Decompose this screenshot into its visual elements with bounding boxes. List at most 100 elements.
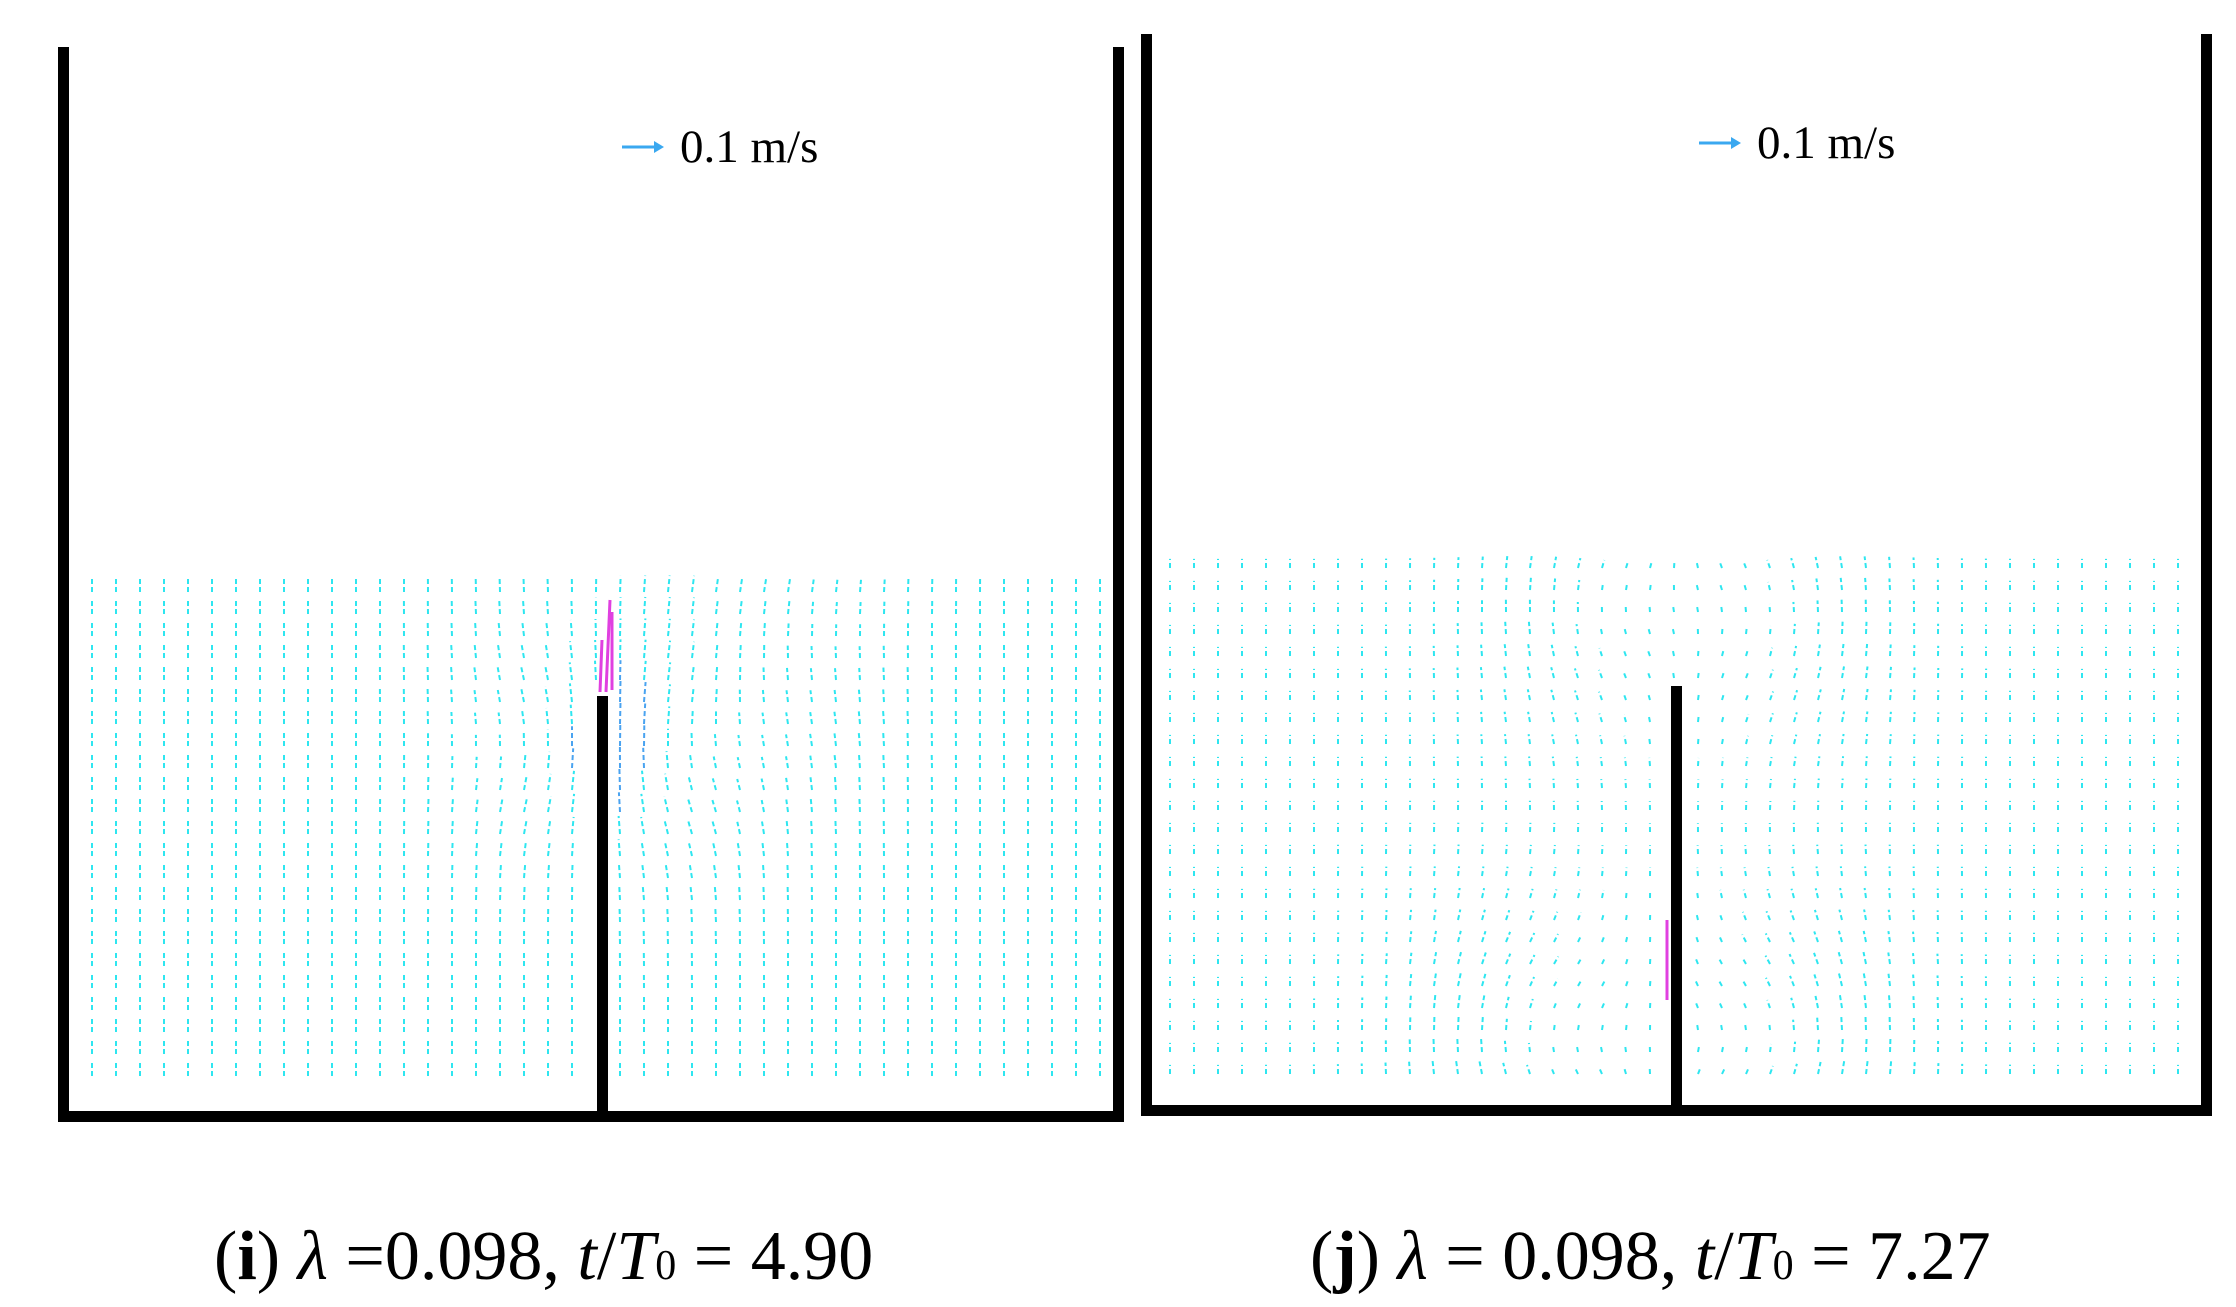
velocity-vector xyxy=(643,682,647,703)
velocity-vector xyxy=(1457,994,1461,1009)
velocity-vector xyxy=(906,710,909,725)
velocity-vector xyxy=(569,704,573,725)
velocity-vector xyxy=(1790,557,1795,569)
velocity-vector xyxy=(475,756,478,769)
velocity-vector xyxy=(1717,957,1723,965)
velocity-vector xyxy=(1550,644,1555,657)
velocity-vector xyxy=(761,842,765,857)
panel-caption: (j) λ = 0.098, t/T0 = 7.27 xyxy=(1310,1218,1991,1295)
velocity-vector xyxy=(1889,666,1892,679)
velocity-vector xyxy=(785,734,789,747)
velocity-vector xyxy=(882,667,885,681)
velocity-vector xyxy=(1889,689,1892,701)
velocity-vector xyxy=(427,798,430,813)
velocity-vector xyxy=(712,842,717,857)
velocity-vector xyxy=(1528,756,1531,767)
velocity-vector xyxy=(1768,844,1771,855)
velocity-vector xyxy=(1551,734,1555,745)
velocity-vector xyxy=(714,907,717,923)
velocity-vector xyxy=(1889,734,1892,745)
velocity-vector xyxy=(569,619,573,637)
velocity-vector xyxy=(1718,980,1723,987)
velocity-vector xyxy=(1865,688,1869,701)
velocity-vector xyxy=(762,667,765,681)
velocity-vector xyxy=(1793,756,1797,767)
velocity-vector xyxy=(1505,909,1511,921)
velocity-vector xyxy=(1817,644,1821,657)
velocity-field xyxy=(1169,555,2179,1075)
velocity-vector xyxy=(594,660,597,681)
velocity-vector xyxy=(1697,1045,1701,1053)
velocity-vector xyxy=(1599,756,1603,767)
velocity-vector xyxy=(667,706,671,725)
velocity-vector xyxy=(1862,973,1867,987)
velocity-vector xyxy=(664,863,669,879)
velocity-vector xyxy=(1745,757,1749,767)
velocity-vector xyxy=(906,688,909,703)
velocity-vector xyxy=(760,778,765,791)
velocity-vector xyxy=(1576,778,1579,789)
velocity-vector xyxy=(1601,958,1606,965)
velocity-vector xyxy=(1575,623,1579,635)
velocity-vector xyxy=(1529,577,1532,591)
velocity-vector xyxy=(643,639,647,659)
panel-i: 0.1 m/s (i) λ =0.098, t/T0 = 4.90 xyxy=(58,47,1124,1292)
velocity-vector xyxy=(1575,756,1579,767)
velocity-vector xyxy=(1575,1045,1579,1053)
velocity-vector xyxy=(1888,556,1891,569)
velocity-vector xyxy=(1790,997,1795,1009)
velocity-vector xyxy=(1765,977,1771,987)
velocity-vector xyxy=(833,754,837,769)
velocity-vector xyxy=(1769,1043,1773,1053)
velocity-vector xyxy=(1743,867,1747,877)
velocity-vector xyxy=(1527,621,1531,635)
velocity-vector xyxy=(760,799,765,813)
velocity-vector xyxy=(520,688,525,703)
velocity-vector xyxy=(1718,1002,1723,1009)
velocity-vector xyxy=(1792,844,1795,855)
velocity-vector xyxy=(496,667,501,681)
velocity-vector xyxy=(691,709,694,725)
velocity-vector xyxy=(711,778,717,791)
velocity-vector xyxy=(1553,578,1557,591)
velocity-vector xyxy=(1789,975,1795,987)
velocity-vector xyxy=(1721,671,1725,679)
velocity-vector xyxy=(1764,932,1771,943)
velocity-vector xyxy=(1672,605,1675,613)
velocity-vector xyxy=(544,642,549,659)
velocity-vector xyxy=(1599,735,1603,745)
velocity-vector xyxy=(785,756,789,769)
velocity-vector xyxy=(1815,866,1819,877)
velocity-vector xyxy=(1481,995,1486,1009)
velocity-vector xyxy=(1769,625,1772,635)
velocity-vector xyxy=(619,639,622,659)
velocity-vector xyxy=(547,818,552,835)
velocity-vector xyxy=(1601,889,1605,899)
velocity-vector xyxy=(1625,979,1629,987)
velocity-vector xyxy=(1553,844,1556,855)
velocity-vector xyxy=(1813,974,1819,987)
velocity-vector xyxy=(1503,689,1507,701)
velocity-vector xyxy=(1768,603,1771,613)
velocity-vector xyxy=(1887,973,1891,987)
velocity-vector xyxy=(738,712,741,725)
velocity-vector xyxy=(1718,934,1723,943)
velocity-vector xyxy=(1745,713,1750,723)
velocity-vector xyxy=(1742,561,1747,569)
velocity-vector xyxy=(667,575,671,593)
velocity-vector xyxy=(667,596,671,615)
velocity-vector xyxy=(1913,1062,1916,1075)
velocity-vector xyxy=(1839,577,1843,591)
velocity-vector xyxy=(1841,643,1845,657)
velocity-vector xyxy=(1817,666,1822,679)
velocity-vector xyxy=(1696,867,1699,877)
velocity-vector xyxy=(1648,736,1651,745)
velocity-vector xyxy=(715,688,718,703)
velocity-vector xyxy=(1503,711,1507,723)
velocity-vector xyxy=(1574,1068,1579,1075)
velocity-vector xyxy=(1529,954,1536,965)
velocity-vector xyxy=(882,732,885,747)
velocity-vector xyxy=(451,777,454,791)
velocity-vector xyxy=(1553,911,1559,921)
velocity-vector xyxy=(1433,844,1436,855)
